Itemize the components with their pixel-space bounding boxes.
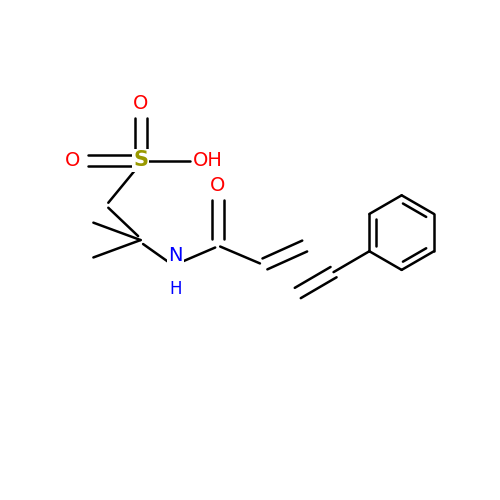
Text: OH: OH [193, 151, 222, 170]
Text: O: O [64, 151, 80, 170]
Text: O: O [210, 176, 226, 196]
Text: N: N [168, 246, 182, 265]
Text: H: H [169, 280, 181, 298]
Text: S: S [133, 150, 148, 171]
Text: O: O [133, 94, 148, 114]
